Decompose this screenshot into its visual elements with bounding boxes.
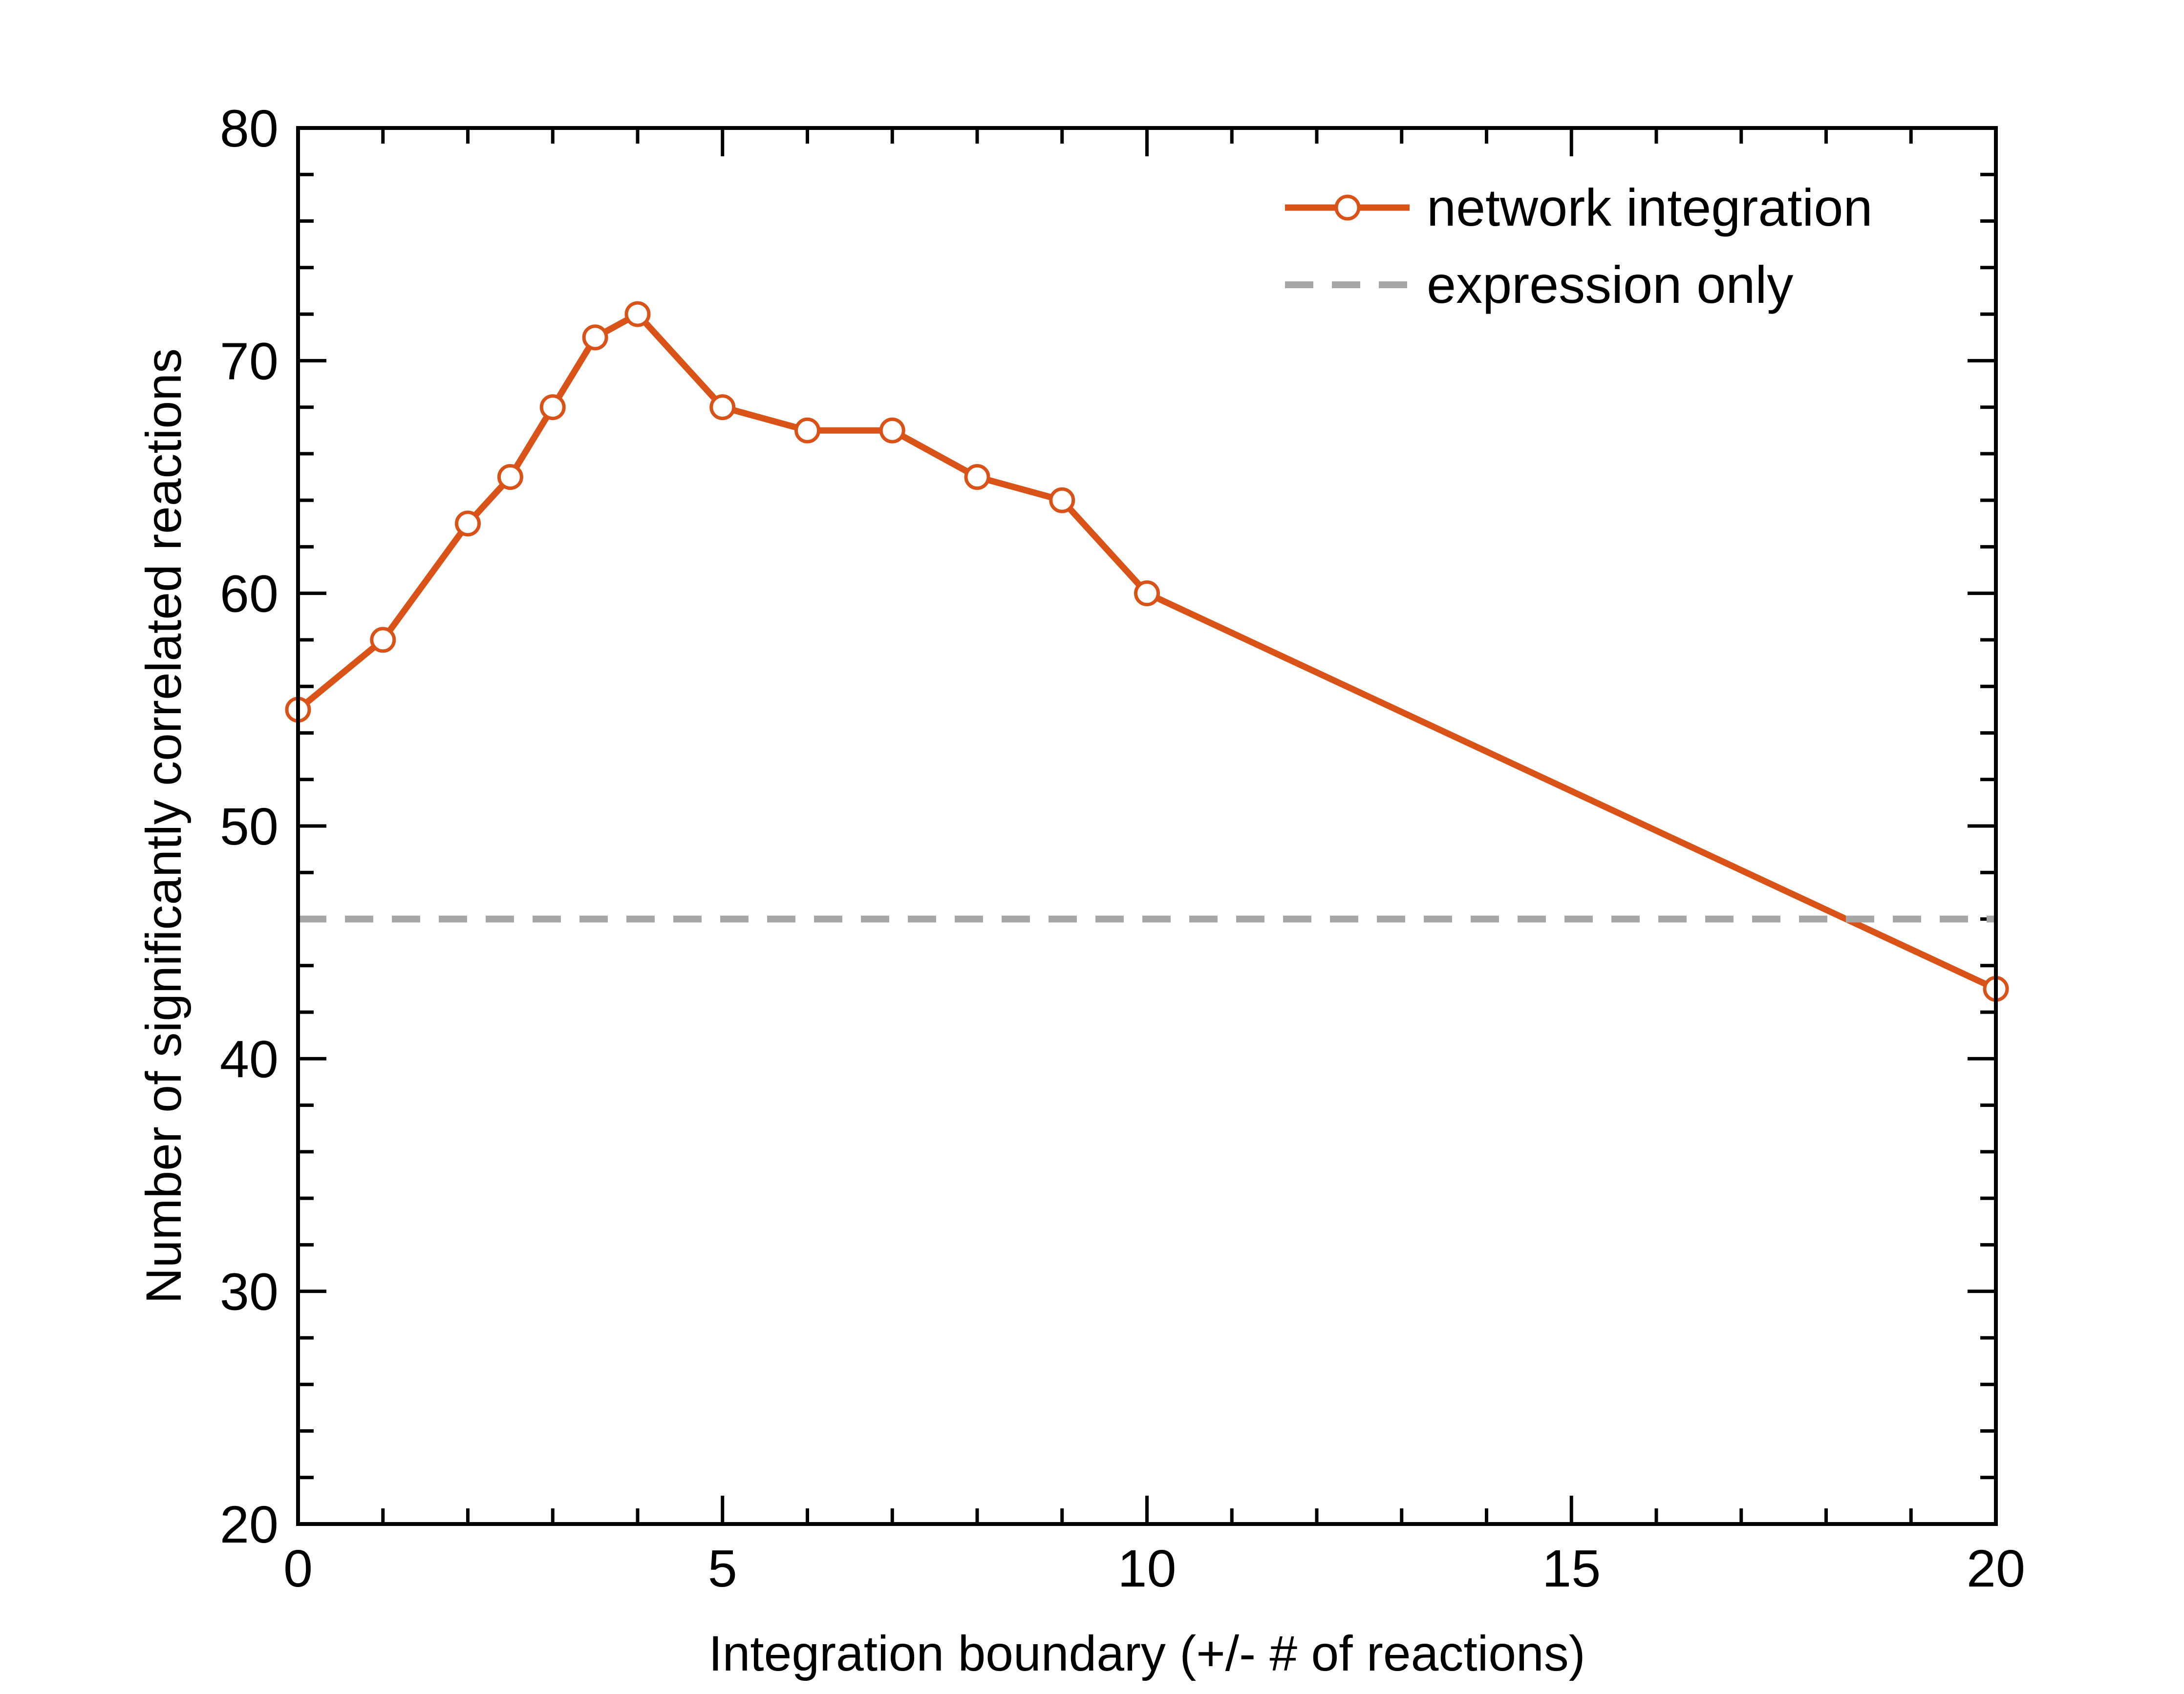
data-point [497,464,523,490]
legend-label: expression only [1427,255,1793,314]
y-tick-label: 20 [220,1495,278,1554]
y-tick-label: 70 [220,331,278,390]
y-tick-label: 30 [220,1262,278,1321]
x-tick-label: 10 [1117,1539,1176,1598]
tick-labels: 0 5 10 15 20 20 30 40 50 60 70 80 [220,99,2025,1598]
x-tick-label: 15 [1542,1539,1601,1598]
data-point [794,417,820,444]
y-tick-label: 60 [220,564,278,623]
data-point [709,394,736,421]
data-point [1134,580,1160,607]
y-tick-label: 50 [220,797,278,856]
data-point [455,510,481,537]
data-point [370,627,396,653]
y-tick-label: 80 [220,99,278,158]
axis-ticks [296,126,1998,1526]
data-point [1049,487,1075,513]
y-axis-label: Number of significantly correlated react… [136,348,192,1304]
data-point [539,394,566,421]
data-point [964,464,990,490]
plot-area-frame [296,126,1998,1526]
legend: network integration expression only [1285,178,1873,314]
x-axis-label: Integration boundary (+/- # of reactions… [708,1626,1585,1681]
data-point [582,324,608,351]
legend-marker [1334,194,1361,221]
x-tick-label: 20 [1967,1539,2025,1598]
x-tick-label: 0 [283,1539,313,1598]
data-point [624,301,651,327]
legend-label: network integration [1427,178,1873,237]
y-tick-label: 40 [220,1029,278,1088]
data-point [879,417,905,444]
series-layer [285,301,2009,1002]
x-tick-label: 5 [708,1539,737,1598]
